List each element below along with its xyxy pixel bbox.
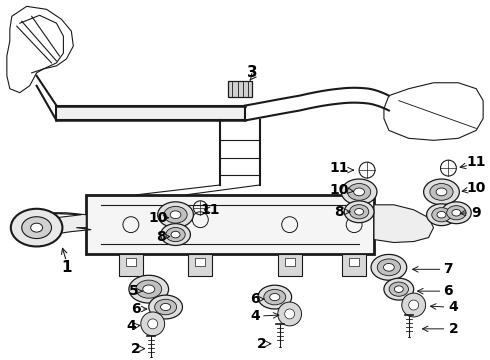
Text: 11: 11 (466, 155, 486, 169)
Ellipse shape (341, 179, 377, 205)
Ellipse shape (377, 259, 400, 276)
Ellipse shape (441, 202, 471, 224)
Text: 6: 6 (250, 292, 260, 306)
Ellipse shape (384, 264, 394, 271)
Text: 2: 2 (257, 337, 267, 351)
Ellipse shape (264, 289, 286, 305)
Ellipse shape (437, 211, 446, 218)
Bar (126, 258, 136, 266)
Ellipse shape (424, 179, 459, 205)
Bar (342, 255, 366, 276)
Text: 1: 1 (61, 260, 72, 275)
Ellipse shape (129, 275, 169, 303)
Circle shape (409, 300, 418, 310)
Bar (119, 255, 143, 276)
Ellipse shape (161, 303, 171, 311)
Text: 9: 9 (471, 206, 481, 220)
Text: 8: 8 (334, 205, 344, 219)
Ellipse shape (447, 206, 466, 220)
Ellipse shape (355, 208, 364, 215)
Bar (56, 105, 245, 121)
Ellipse shape (136, 280, 162, 298)
Circle shape (141, 312, 165, 336)
Ellipse shape (270, 293, 280, 301)
Ellipse shape (347, 184, 371, 200)
Ellipse shape (31, 223, 43, 232)
Ellipse shape (430, 184, 453, 200)
Ellipse shape (171, 231, 180, 238)
Bar (278, 255, 301, 276)
Text: 3: 3 (246, 65, 257, 80)
Ellipse shape (258, 285, 292, 309)
Circle shape (148, 319, 158, 329)
Text: 10: 10 (466, 181, 486, 195)
Bar (86, 195, 374, 255)
Text: 8: 8 (156, 230, 166, 244)
Ellipse shape (143, 285, 155, 293)
Text: 6: 6 (131, 302, 141, 316)
Circle shape (285, 309, 294, 319)
Text: 5: 5 (129, 284, 139, 298)
Text: 11: 11 (329, 161, 349, 175)
Text: 4: 4 (448, 300, 458, 314)
Polygon shape (374, 205, 434, 243)
Ellipse shape (354, 188, 365, 196)
Ellipse shape (161, 224, 191, 246)
Text: 10: 10 (148, 211, 168, 225)
Text: 11: 11 (200, 203, 220, 217)
Ellipse shape (394, 286, 403, 292)
Ellipse shape (432, 208, 451, 222)
Circle shape (402, 293, 426, 317)
Ellipse shape (11, 209, 62, 247)
Text: 4: 4 (126, 319, 136, 333)
Ellipse shape (170, 211, 181, 219)
Bar (349, 258, 359, 266)
Ellipse shape (164, 206, 187, 223)
Text: 10: 10 (330, 183, 349, 197)
Ellipse shape (22, 217, 51, 239)
Text: 2: 2 (131, 342, 141, 356)
Text: 2: 2 (448, 322, 458, 336)
Text: 6: 6 (443, 284, 453, 298)
Polygon shape (32, 213, 91, 235)
Ellipse shape (389, 282, 409, 296)
Ellipse shape (384, 278, 414, 300)
Ellipse shape (436, 188, 447, 196)
Ellipse shape (427, 204, 456, 226)
Circle shape (278, 302, 301, 326)
Bar (189, 255, 212, 276)
Ellipse shape (149, 295, 182, 319)
Text: 7: 7 (443, 262, 453, 276)
Bar (228, 81, 252, 96)
Ellipse shape (158, 202, 194, 228)
Ellipse shape (344, 201, 374, 223)
Ellipse shape (349, 204, 369, 219)
Text: 4: 4 (250, 309, 260, 323)
Ellipse shape (371, 255, 407, 280)
Ellipse shape (166, 228, 185, 242)
Ellipse shape (452, 210, 461, 216)
Bar (285, 258, 294, 266)
Bar (196, 258, 205, 266)
Ellipse shape (155, 299, 176, 315)
